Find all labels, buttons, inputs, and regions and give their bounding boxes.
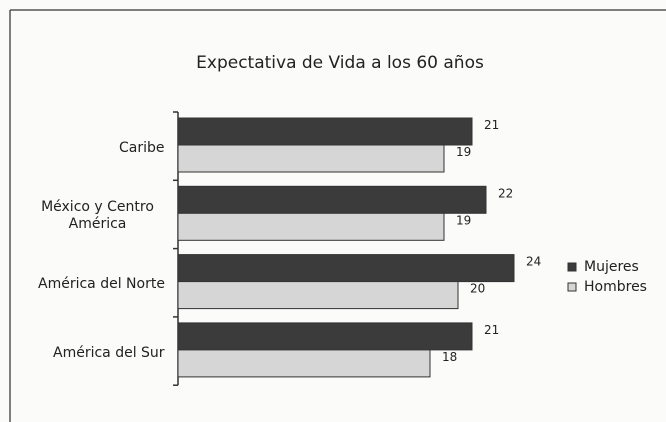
value-label: 21	[484, 118, 499, 132]
chart-title: Expectativa de Vida a los 60 años	[196, 53, 484, 73]
bar	[177, 254, 515, 283]
bar	[177, 322, 473, 351]
value-label: 22	[498, 186, 513, 200]
value-label: 20	[470, 282, 485, 296]
legend-swatch	[567, 282, 577, 292]
category-label: Caribe	[119, 139, 165, 156]
value-label: 18	[442, 350, 457, 364]
bar	[177, 144, 445, 173]
legend-label: Hombres	[584, 279, 647, 295]
value-label: 19	[456, 213, 471, 227]
category-label: América del Norte	[38, 276, 165, 293]
value-label: 24	[526, 255, 541, 269]
bar	[177, 349, 431, 378]
legend-swatch	[567, 262, 577, 272]
bar	[177, 281, 459, 310]
value-label: 21	[484, 323, 499, 337]
legend-label: Mujeres	[584, 259, 639, 275]
bar	[177, 185, 487, 214]
bar	[177, 212, 445, 241]
bar	[177, 117, 473, 146]
category-label: México y Centro América	[41, 199, 154, 233]
category-label: América del Sur	[53, 344, 165, 361]
value-label: 19	[456, 145, 471, 159]
